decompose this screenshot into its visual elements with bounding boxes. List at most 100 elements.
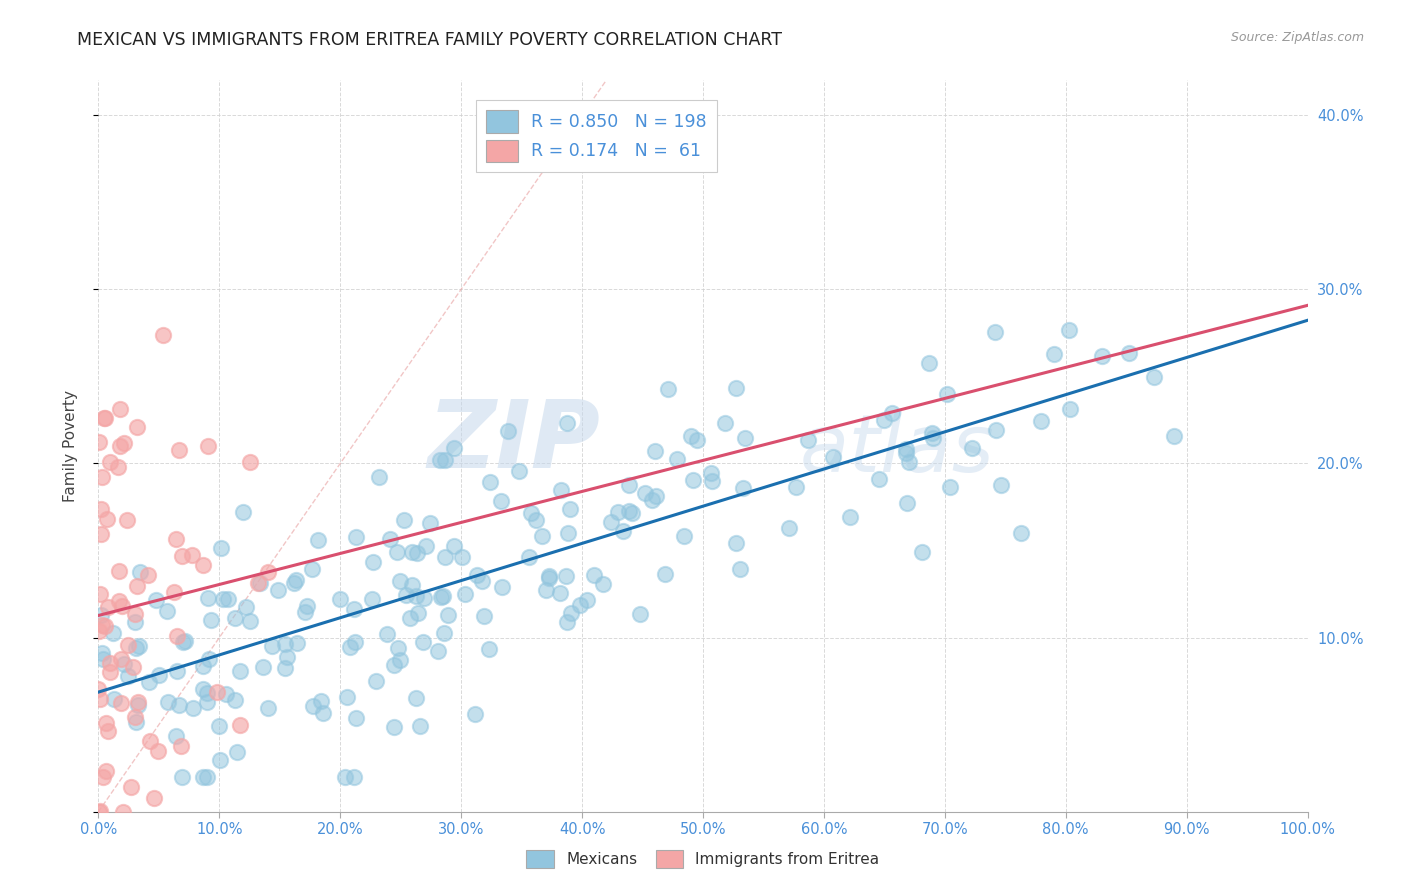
Point	[990, 477, 1012, 491]
Point	[87, 624, 110, 638]
Point	[399, 611, 422, 625]
Point	[301, 562, 323, 576]
Point	[180, 548, 202, 562]
Point	[112, 657, 135, 671]
Point	[344, 635, 367, 649]
Point	[120, 780, 142, 794]
Point	[491, 580, 513, 594]
Point	[607, 505, 630, 519]
Point	[145, 593, 167, 607]
Point	[107, 460, 129, 475]
Point	[127, 419, 149, 434]
Point	[785, 480, 807, 494]
Point	[938, 480, 960, 494]
Y-axis label: Family Poverty: Family Poverty	[63, 390, 77, 502]
Point	[419, 516, 441, 530]
Point	[285, 636, 308, 650]
Point	[124, 709, 146, 723]
Point	[375, 627, 398, 641]
Point	[821, 450, 844, 464]
Point	[127, 698, 149, 712]
Point	[343, 770, 366, 784]
Point	[342, 601, 364, 615]
Point	[628, 607, 651, 621]
Point	[436, 607, 458, 622]
Point	[778, 521, 800, 535]
Point	[388, 574, 411, 588]
Point	[620, 506, 643, 520]
Point	[195, 695, 218, 709]
Point	[191, 770, 214, 784]
Point	[733, 481, 755, 495]
Point	[517, 550, 540, 565]
Point	[142, 790, 165, 805]
Point	[195, 770, 218, 784]
Point	[1163, 429, 1185, 443]
Point	[87, 434, 110, 449]
Point	[405, 589, 427, 603]
Point	[387, 641, 409, 656]
Point	[91, 771, 114, 785]
Point	[166, 665, 188, 679]
Point	[215, 687, 238, 701]
Point	[108, 439, 131, 453]
Point	[208, 719, 231, 733]
Point	[156, 695, 179, 709]
Point	[138, 675, 160, 690]
Legend: Mexicans, Immigrants from Eritrea: Mexicans, Immigrants from Eritrea	[520, 844, 886, 873]
Point	[235, 599, 257, 614]
Point	[405, 546, 427, 560]
Point	[478, 642, 501, 657]
Point	[94, 716, 117, 731]
Point	[112, 436, 135, 450]
Point	[283, 575, 305, 590]
Point	[644, 444, 666, 458]
Point	[378, 533, 401, 547]
Point	[136, 568, 159, 582]
Point	[260, 640, 283, 654]
Point	[634, 485, 657, 500]
Point	[127, 695, 149, 709]
Point	[617, 478, 640, 492]
Point	[312, 706, 335, 720]
Point	[679, 429, 702, 443]
Point	[1091, 349, 1114, 363]
Point	[592, 576, 614, 591]
Point	[432, 589, 454, 603]
Point	[129, 566, 152, 580]
Point	[1118, 346, 1140, 360]
Point	[163, 585, 186, 599]
Point	[110, 651, 132, 665]
Point	[239, 614, 262, 628]
Point	[408, 607, 430, 621]
Point	[167, 698, 190, 713]
Point	[339, 640, 361, 655]
Text: MEXICAN VS IMMIGRANTS FROM ERITREA FAMILY POVERTY CORRELATION CHART: MEXICAN VS IMMIGRANTS FROM ERITREA FAMIL…	[77, 31, 782, 49]
Point	[682, 473, 704, 487]
Point	[427, 644, 450, 658]
Point	[197, 651, 219, 665]
Point	[169, 442, 191, 457]
Point	[212, 592, 235, 607]
Point	[641, 492, 664, 507]
Point	[935, 386, 957, 401]
Point	[471, 574, 494, 588]
Point	[97, 724, 120, 739]
Point	[94, 618, 117, 632]
Point	[207, 684, 229, 698]
Point	[558, 501, 581, 516]
Point	[110, 697, 132, 711]
Point	[508, 463, 530, 477]
Point	[450, 550, 472, 565]
Point	[93, 411, 115, 425]
Point	[93, 652, 115, 666]
Text: Source: ZipAtlas.com: Source: ZipAtlas.com	[1230, 31, 1364, 45]
Point	[1042, 346, 1064, 360]
Point	[911, 545, 934, 559]
Point	[869, 471, 891, 485]
Point	[344, 529, 367, 543]
Point	[232, 505, 254, 519]
Point	[657, 382, 679, 396]
Point	[285, 574, 308, 588]
Point	[94, 410, 117, 425]
